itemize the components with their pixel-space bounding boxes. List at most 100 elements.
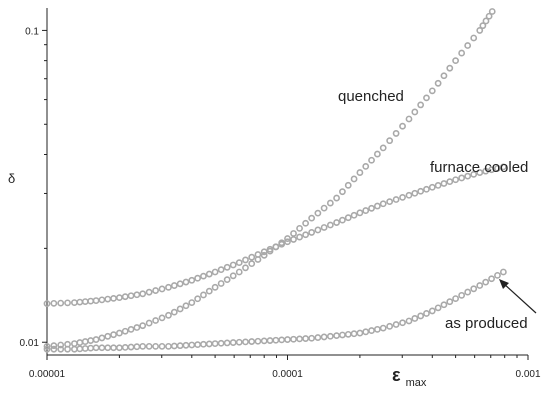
data-point <box>499 268 507 276</box>
data-point <box>272 243 280 251</box>
data-point <box>362 163 370 170</box>
data-point <box>399 193 406 201</box>
data-point <box>176 305 184 313</box>
data-point <box>356 169 364 176</box>
data-point <box>110 294 117 302</box>
data-point <box>121 344 129 351</box>
data-point <box>464 172 472 180</box>
data-point <box>194 295 202 303</box>
data-point <box>308 229 316 236</box>
data-point <box>423 185 430 193</box>
data-point <box>434 304 442 312</box>
data-point <box>339 188 346 196</box>
data-point <box>254 337 262 345</box>
data-point <box>133 291 141 299</box>
data-point <box>205 287 213 295</box>
data-point <box>110 331 117 339</box>
data-point <box>248 260 256 268</box>
data-point <box>235 338 243 346</box>
data-point <box>194 341 202 349</box>
data-point <box>104 295 112 303</box>
y-tick-label: 0.01 <box>20 338 40 349</box>
data-point <box>248 338 256 345</box>
data-point <box>133 343 141 351</box>
data-point <box>152 317 159 324</box>
data-point <box>476 27 484 34</box>
data-point <box>350 175 358 183</box>
data-point <box>217 266 225 274</box>
data-point <box>350 330 358 338</box>
data-point <box>411 189 419 197</box>
data-point <box>229 339 237 346</box>
data-point <box>368 156 375 164</box>
data-point <box>405 317 413 325</box>
data-point <box>464 42 472 49</box>
data-point <box>104 344 112 352</box>
data-point <box>373 150 381 158</box>
data-point <box>434 181 442 189</box>
data-point <box>446 64 454 72</box>
data-point <box>121 293 129 301</box>
data-point <box>488 166 495 174</box>
data-point <box>344 214 352 222</box>
data-point <box>50 342 58 350</box>
data-point <box>314 226 322 234</box>
data-point <box>121 327 129 335</box>
data-point <box>290 335 297 343</box>
data-point <box>458 291 466 299</box>
data-point <box>452 176 460 184</box>
data-point <box>399 319 406 327</box>
data-point <box>411 108 419 116</box>
data-point <box>411 315 419 322</box>
annotation-furnace-cooled: furnace cooled <box>430 159 528 176</box>
data-point <box>110 344 117 352</box>
data-point <box>145 288 153 296</box>
data-point <box>229 272 237 280</box>
ticks: 0.00001 0.0001 0.001 0.01 0.1 <box>20 26 541 380</box>
data-point <box>158 314 166 322</box>
data-point <box>211 283 219 291</box>
data-point <box>145 342 153 350</box>
data-point <box>399 122 406 130</box>
data-point <box>165 342 172 350</box>
data-point <box>326 332 334 340</box>
data-point <box>482 167 490 175</box>
data-point <box>223 276 231 284</box>
data-point <box>452 295 460 303</box>
data-point <box>71 299 78 306</box>
x-tick-label: 0.00001 <box>29 369 66 380</box>
data-point <box>373 325 381 333</box>
data-point <box>200 272 207 280</box>
data-point <box>139 322 147 330</box>
data-point <box>200 291 207 299</box>
data-point <box>170 282 178 289</box>
x-tick-label: 0.001 <box>515 369 540 380</box>
data-point <box>362 328 370 336</box>
data-point <box>272 336 280 344</box>
data-point <box>152 287 159 294</box>
data-point <box>314 334 322 341</box>
data-point <box>50 299 58 307</box>
data-point <box>139 290 147 298</box>
data-point <box>326 221 334 229</box>
data-point <box>145 319 153 327</box>
data-point <box>64 299 71 307</box>
data-point <box>356 209 364 217</box>
data-point <box>379 144 387 152</box>
data-point <box>266 337 274 344</box>
data-point <box>188 276 196 284</box>
data-point <box>356 329 364 337</box>
data-point <box>428 87 436 95</box>
data-point <box>188 341 196 349</box>
data-point <box>87 344 95 352</box>
data-point <box>170 342 178 350</box>
data-point <box>386 137 394 145</box>
data-point <box>217 339 225 347</box>
data-point <box>302 335 310 342</box>
data-point <box>326 199 334 207</box>
data-point <box>458 174 466 182</box>
data-point <box>333 219 340 226</box>
data-point <box>87 297 95 305</box>
data-point <box>440 301 448 309</box>
data-point <box>217 280 225 287</box>
